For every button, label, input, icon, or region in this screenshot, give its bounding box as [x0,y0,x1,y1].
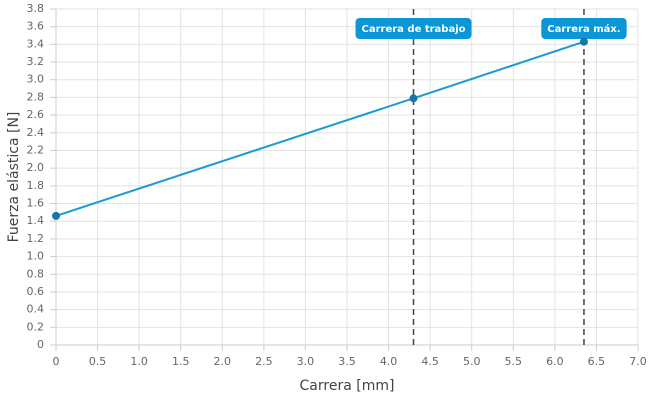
grid [55,8,639,346]
x-tick-label: 4.0 [380,355,398,368]
y-axis-title: Fuerza elástica [N] [6,112,22,243]
annotation-box [541,18,627,39]
y-tick-label: 2.0 [27,161,45,174]
y-tick-label: 3.8 [27,2,45,15]
y-tick-label: 0.6 [27,285,45,298]
x-tick-label: 6.0 [546,355,564,368]
y-tick-label: 3.0 [27,73,45,86]
line [55,40,585,217]
x-tick-label: 5.5 [505,355,523,368]
x-axis-title: Carrera [mm] [300,378,395,394]
annotation-text: Carrera de trabajo [362,24,466,35]
annotation-box [355,18,472,39]
y-tick-label: 1.6 [27,197,45,210]
point [409,94,418,103]
y-tick-label: 2.8 [27,90,45,103]
y-tick-label: 0.2 [27,320,45,333]
x-tick-label: 0 [53,355,60,368]
x-tick-label: 6.5 [588,355,606,368]
y-tick-label: 0.8 [27,267,45,280]
x-tick-label: 2.0 [214,355,232,368]
y-tick-label: 1.8 [27,179,45,192]
x-tick-label: 3.5 [338,355,356,368]
y-tick-label: 3.6 [27,20,45,33]
y-tick-label: 2.2 [27,143,45,156]
y-tick-label: 1.0 [27,250,45,263]
x-tick-label: 7.0 [629,355,647,368]
annotation-label: Carrera máx. [541,18,627,39]
y-tick-label: 1.4 [27,214,45,227]
y-tick-label: 0.4 [27,303,45,316]
x-tick-label: 5.0 [463,355,481,368]
y-tick-label: 2.4 [27,126,45,139]
y-tick-label: 1.2 [27,232,45,245]
y-tick-label: 3.2 [27,55,45,68]
annotation-text: Carrera máx. [547,23,620,35]
x-tick-label: 3.0 [297,355,315,368]
x-tick-label: 2.5 [255,355,273,368]
x-tick-label: 1.0 [130,355,148,368]
y-tick-label: 0 [37,338,44,351]
y-tick-label: 3.4 [27,37,45,50]
x-tick-label: 4.5 [421,355,439,368]
annotation-label: Carrera de trabajo [355,18,472,39]
y-tick-label: 2.6 [27,108,45,121]
x-tick-label: 0.5 [89,355,107,368]
point [579,37,588,46]
point [52,211,60,220]
x-tick-label: 1.5 [172,355,190,368]
